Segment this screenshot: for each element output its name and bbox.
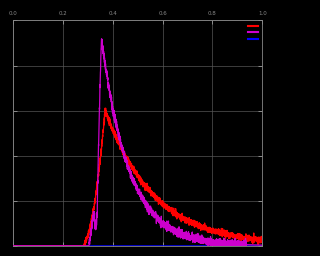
Legend: , , : , , — [247, 23, 260, 42]
